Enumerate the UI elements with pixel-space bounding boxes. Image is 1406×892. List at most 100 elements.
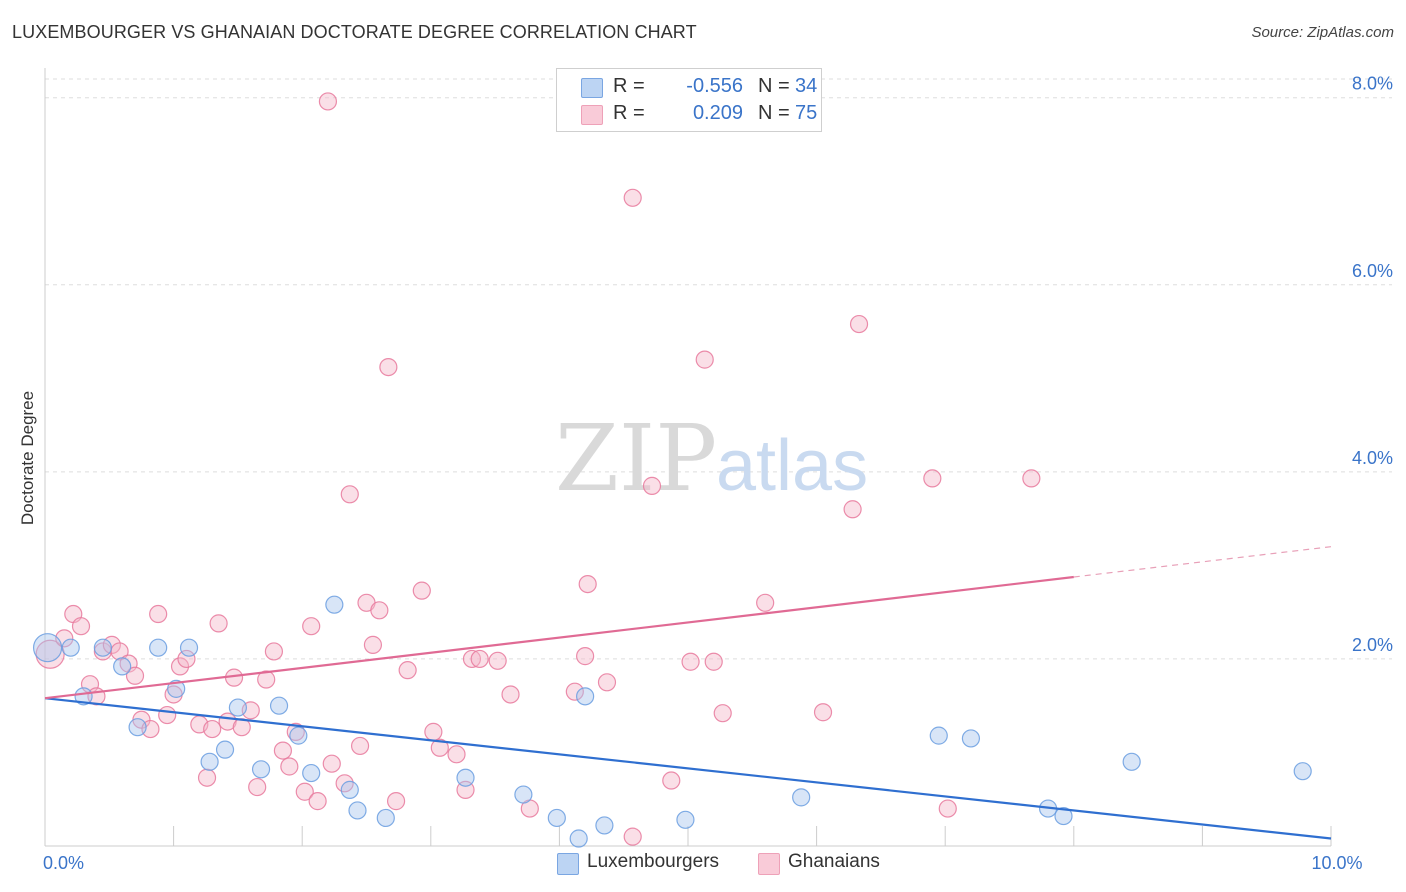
ghanaian-point [203,719,222,739]
luxembourger-point [961,729,981,748]
luxembourger-point [376,808,395,828]
bottom-legend-swatch-ghanaians [758,853,780,875]
ghanaian-point [379,357,398,377]
luxembourger-point [302,763,321,783]
ghanaian-point [370,601,389,620]
ghanaian-point [257,670,276,689]
luxembourger-point [179,638,199,657]
ghanaian-trend-line-extension [1073,546,1332,578]
ghanaian-point [424,722,443,741]
ghanaian-trend-line [44,575,1074,700]
legend-n-value: 75 [795,102,818,124]
axis-layer [44,68,1332,847]
ghanaian-point [488,651,507,670]
ghanaian-point [170,657,190,676]
ghanaian-point [938,799,957,818]
luxembourger-point [1054,806,1073,826]
ghanaian-point [363,635,383,654]
luxembourger-point [676,810,695,829]
ghanaian-point [713,704,732,723]
ghanaian-point [158,705,177,725]
luxembourger-point [289,726,308,745]
chart-title: LUXEMBOURGER VS GHANAIAN DOCTORATE DEGRE… [12,22,697,42]
watermark-zip: ZIP [555,405,717,512]
ghanaian-point [576,647,595,666]
luxembourger-point [576,687,595,706]
luxembourger-point [569,829,588,848]
legend-n-label: N = [758,102,790,124]
grid-layer [45,78,1392,660]
y-axis-label: Doctorate Degree [18,391,37,525]
ghanaian-point [430,738,449,757]
trend-layer [44,546,1332,840]
y-tick-label: 6.0% [1352,261,1393,281]
ghanaian-point [843,500,862,519]
ghanaian-point [623,188,642,207]
ghanaian-point [578,574,597,594]
ghanaian-point [149,604,168,624]
ghanaian-point [248,777,267,797]
watermark-atlas: atlas [716,426,868,506]
y-tick-label: 2.0% [1352,635,1393,655]
luxembourger-trend-line [44,697,1332,840]
ghanaian-point [597,673,617,692]
luxembourger-point [456,768,475,787]
luxembourger-point [61,638,80,657]
ghanaian-point [264,642,284,661]
luxembourger-point [251,760,271,779]
luxembourger-point [348,801,367,820]
legend-r-value: 0.209 [692,102,743,124]
ghanaian-point [386,792,406,811]
luxembourger-point [514,785,533,804]
ghanaian-point [923,469,942,488]
ghanaian-point [565,682,584,701]
luxembourger-point [1122,752,1141,771]
ghanaian-point [350,736,370,756]
bottom-legend-label-ghanaians: Ghanaians [788,851,880,872]
ghanaian-point [849,314,869,334]
ghanaian-point [470,649,489,669]
ghanaian-point [623,827,642,846]
luxembourger-point [200,752,219,771]
ghanaian-point [273,741,293,760]
legend-r-label: R = [613,102,645,124]
ghanaian-point [322,754,341,773]
luxembourger-point [1293,762,1312,781]
y-tick-label: 8.0% [1352,74,1393,94]
luxembourger-point [32,633,63,663]
luxembourger-point [215,740,235,759]
ghanaian-point [642,476,662,495]
stats-legend: R = -0.556 N = 34 R = 0.209 N = 75 [556,68,822,132]
luxembourger-point [595,816,614,835]
luxembourger-point [167,679,186,698]
luxembourger-point [228,698,247,717]
luxembourger-point [128,718,147,737]
label-layer: 2.0% 4.0% 6.0% 8.0% 0.0% 10.0% Doctorate Degre… [18,74,1393,873]
ghanaian-point [125,666,145,685]
ghanaian-point [704,652,723,671]
points-layer [32,92,1312,848]
ghanaian-point [756,593,775,612]
ghanaian-point [1022,469,1041,488]
ghanaian-point [662,771,681,790]
luxembourger-point [929,726,948,745]
ghanaian-point [695,350,714,369]
legend-swatch-ghanaians [581,105,603,125]
ghanaian-point [71,617,91,636]
legend-swatch-luxembourgers [581,78,603,98]
ghanaian-point [681,652,700,671]
ghanaian-point [295,782,314,801]
legend-n-label: N = [758,75,790,97]
legend-r-value: -0.556 [686,75,743,97]
ghanaian-point [197,768,217,787]
source-label: Source: ZipAtlas.com [1251,24,1394,41]
ghanaian-point [340,485,359,504]
ghanaian-point [177,649,196,669]
ghanaian-point [308,792,327,811]
luxembourger-point [340,780,359,799]
x-tick-label: 0.0% [43,853,84,873]
ghanaian-point [813,703,833,722]
ghanaian-point [280,757,299,776]
luxembourger-point [113,657,132,676]
